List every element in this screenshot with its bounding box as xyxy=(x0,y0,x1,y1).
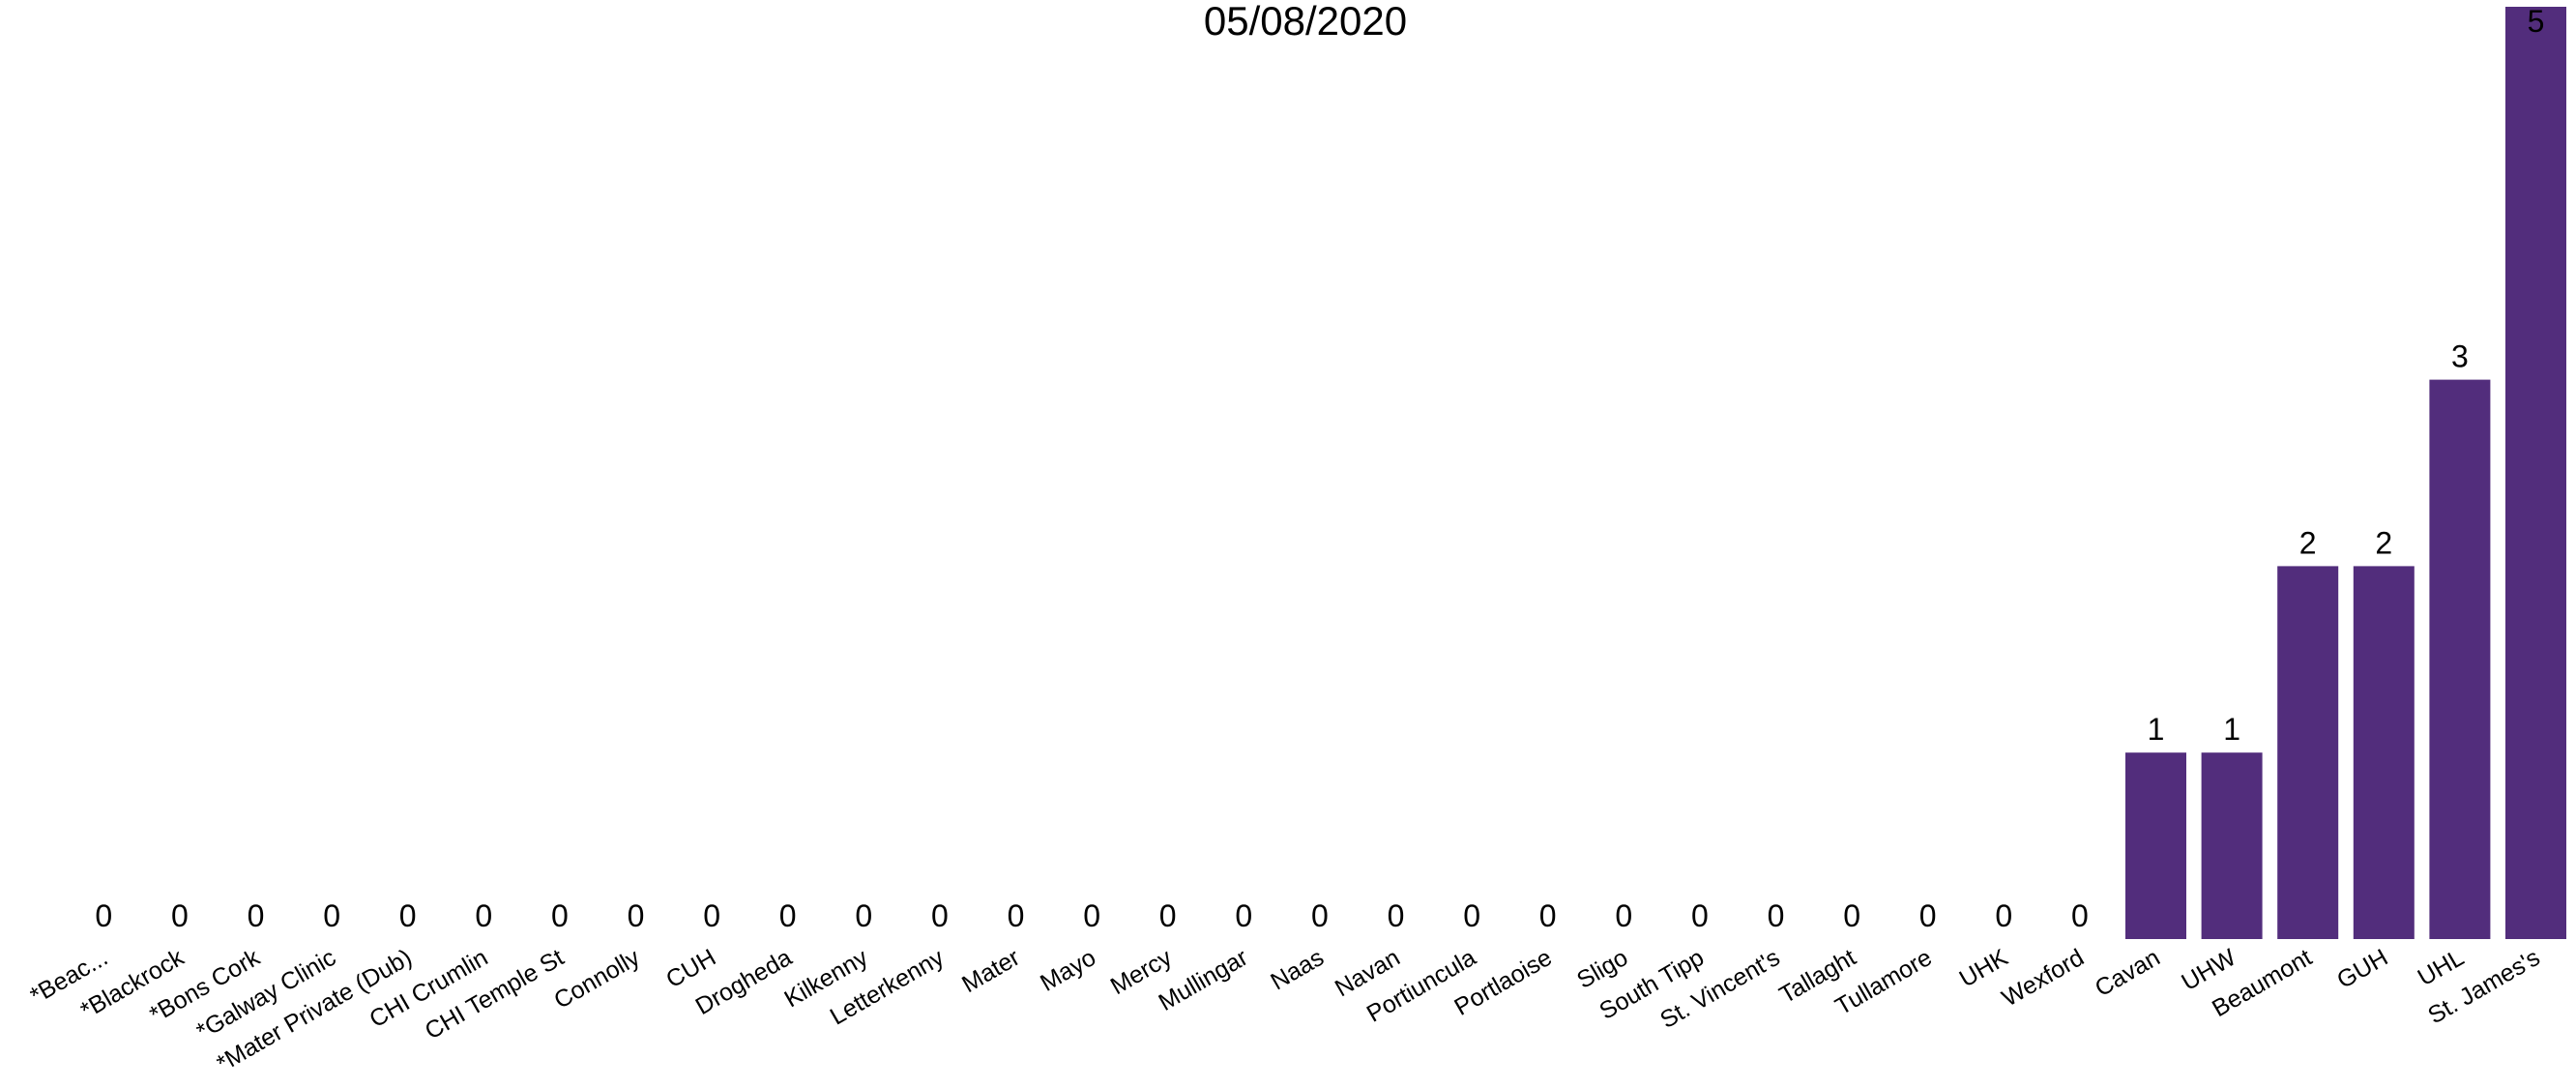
data-label: 0 xyxy=(1159,898,1177,933)
category-label: Cavan xyxy=(2091,944,2165,1002)
data-label: 2 xyxy=(2299,525,2317,560)
data-label: 0 xyxy=(1083,898,1100,933)
data-label: 0 xyxy=(1311,898,1329,933)
data-label: 0 xyxy=(551,898,569,933)
data-label: 0 xyxy=(1463,898,1480,933)
bar xyxy=(2277,566,2339,939)
data-label: 1 xyxy=(2148,712,2165,747)
data-label: 0 xyxy=(1388,898,1405,933)
data-label: 0 xyxy=(248,898,265,933)
data-label: 0 xyxy=(1768,898,1785,933)
data-label: 0 xyxy=(931,898,949,933)
data-label: 2 xyxy=(2375,525,2392,560)
category-label: Wexford xyxy=(1998,944,2089,1013)
data-label: 0 xyxy=(1235,898,1252,933)
data-label: 0 xyxy=(1539,898,1557,933)
data-label: 0 xyxy=(703,898,720,933)
data-label: 0 xyxy=(1995,898,2012,933)
data-label: 0 xyxy=(95,898,112,933)
data-label: 0 xyxy=(323,898,340,933)
data-label: 0 xyxy=(1008,898,1025,933)
category-label: GUH xyxy=(2332,944,2392,994)
data-label: 1 xyxy=(2223,712,2240,747)
bar xyxy=(2429,379,2491,940)
data-label: 0 xyxy=(1919,898,1937,933)
data-label: 0 xyxy=(855,898,872,933)
bar xyxy=(2125,752,2186,939)
category-label: Mayo xyxy=(1036,944,1100,997)
data-label: 0 xyxy=(1843,898,1860,933)
category-label: Connolly xyxy=(549,944,645,1014)
data-label: 5 xyxy=(2528,4,2545,39)
data-label: 0 xyxy=(399,898,417,933)
data-label: 0 xyxy=(2071,898,2089,933)
bar xyxy=(2353,566,2415,939)
category-label: Naas xyxy=(1266,944,1329,995)
data-label: 0 xyxy=(1691,898,1709,933)
data-label: 0 xyxy=(628,898,645,933)
data-label: 0 xyxy=(1615,898,1632,933)
bar xyxy=(2201,752,2263,939)
chart-title: 05/08/2020 xyxy=(1203,0,1408,44)
data-label: 0 xyxy=(171,898,189,933)
category-label: Mater xyxy=(957,944,1024,998)
data-label: 0 xyxy=(475,898,492,933)
data-label: 0 xyxy=(779,898,797,933)
bar xyxy=(2505,7,2566,939)
data-label: 3 xyxy=(2451,339,2469,374)
